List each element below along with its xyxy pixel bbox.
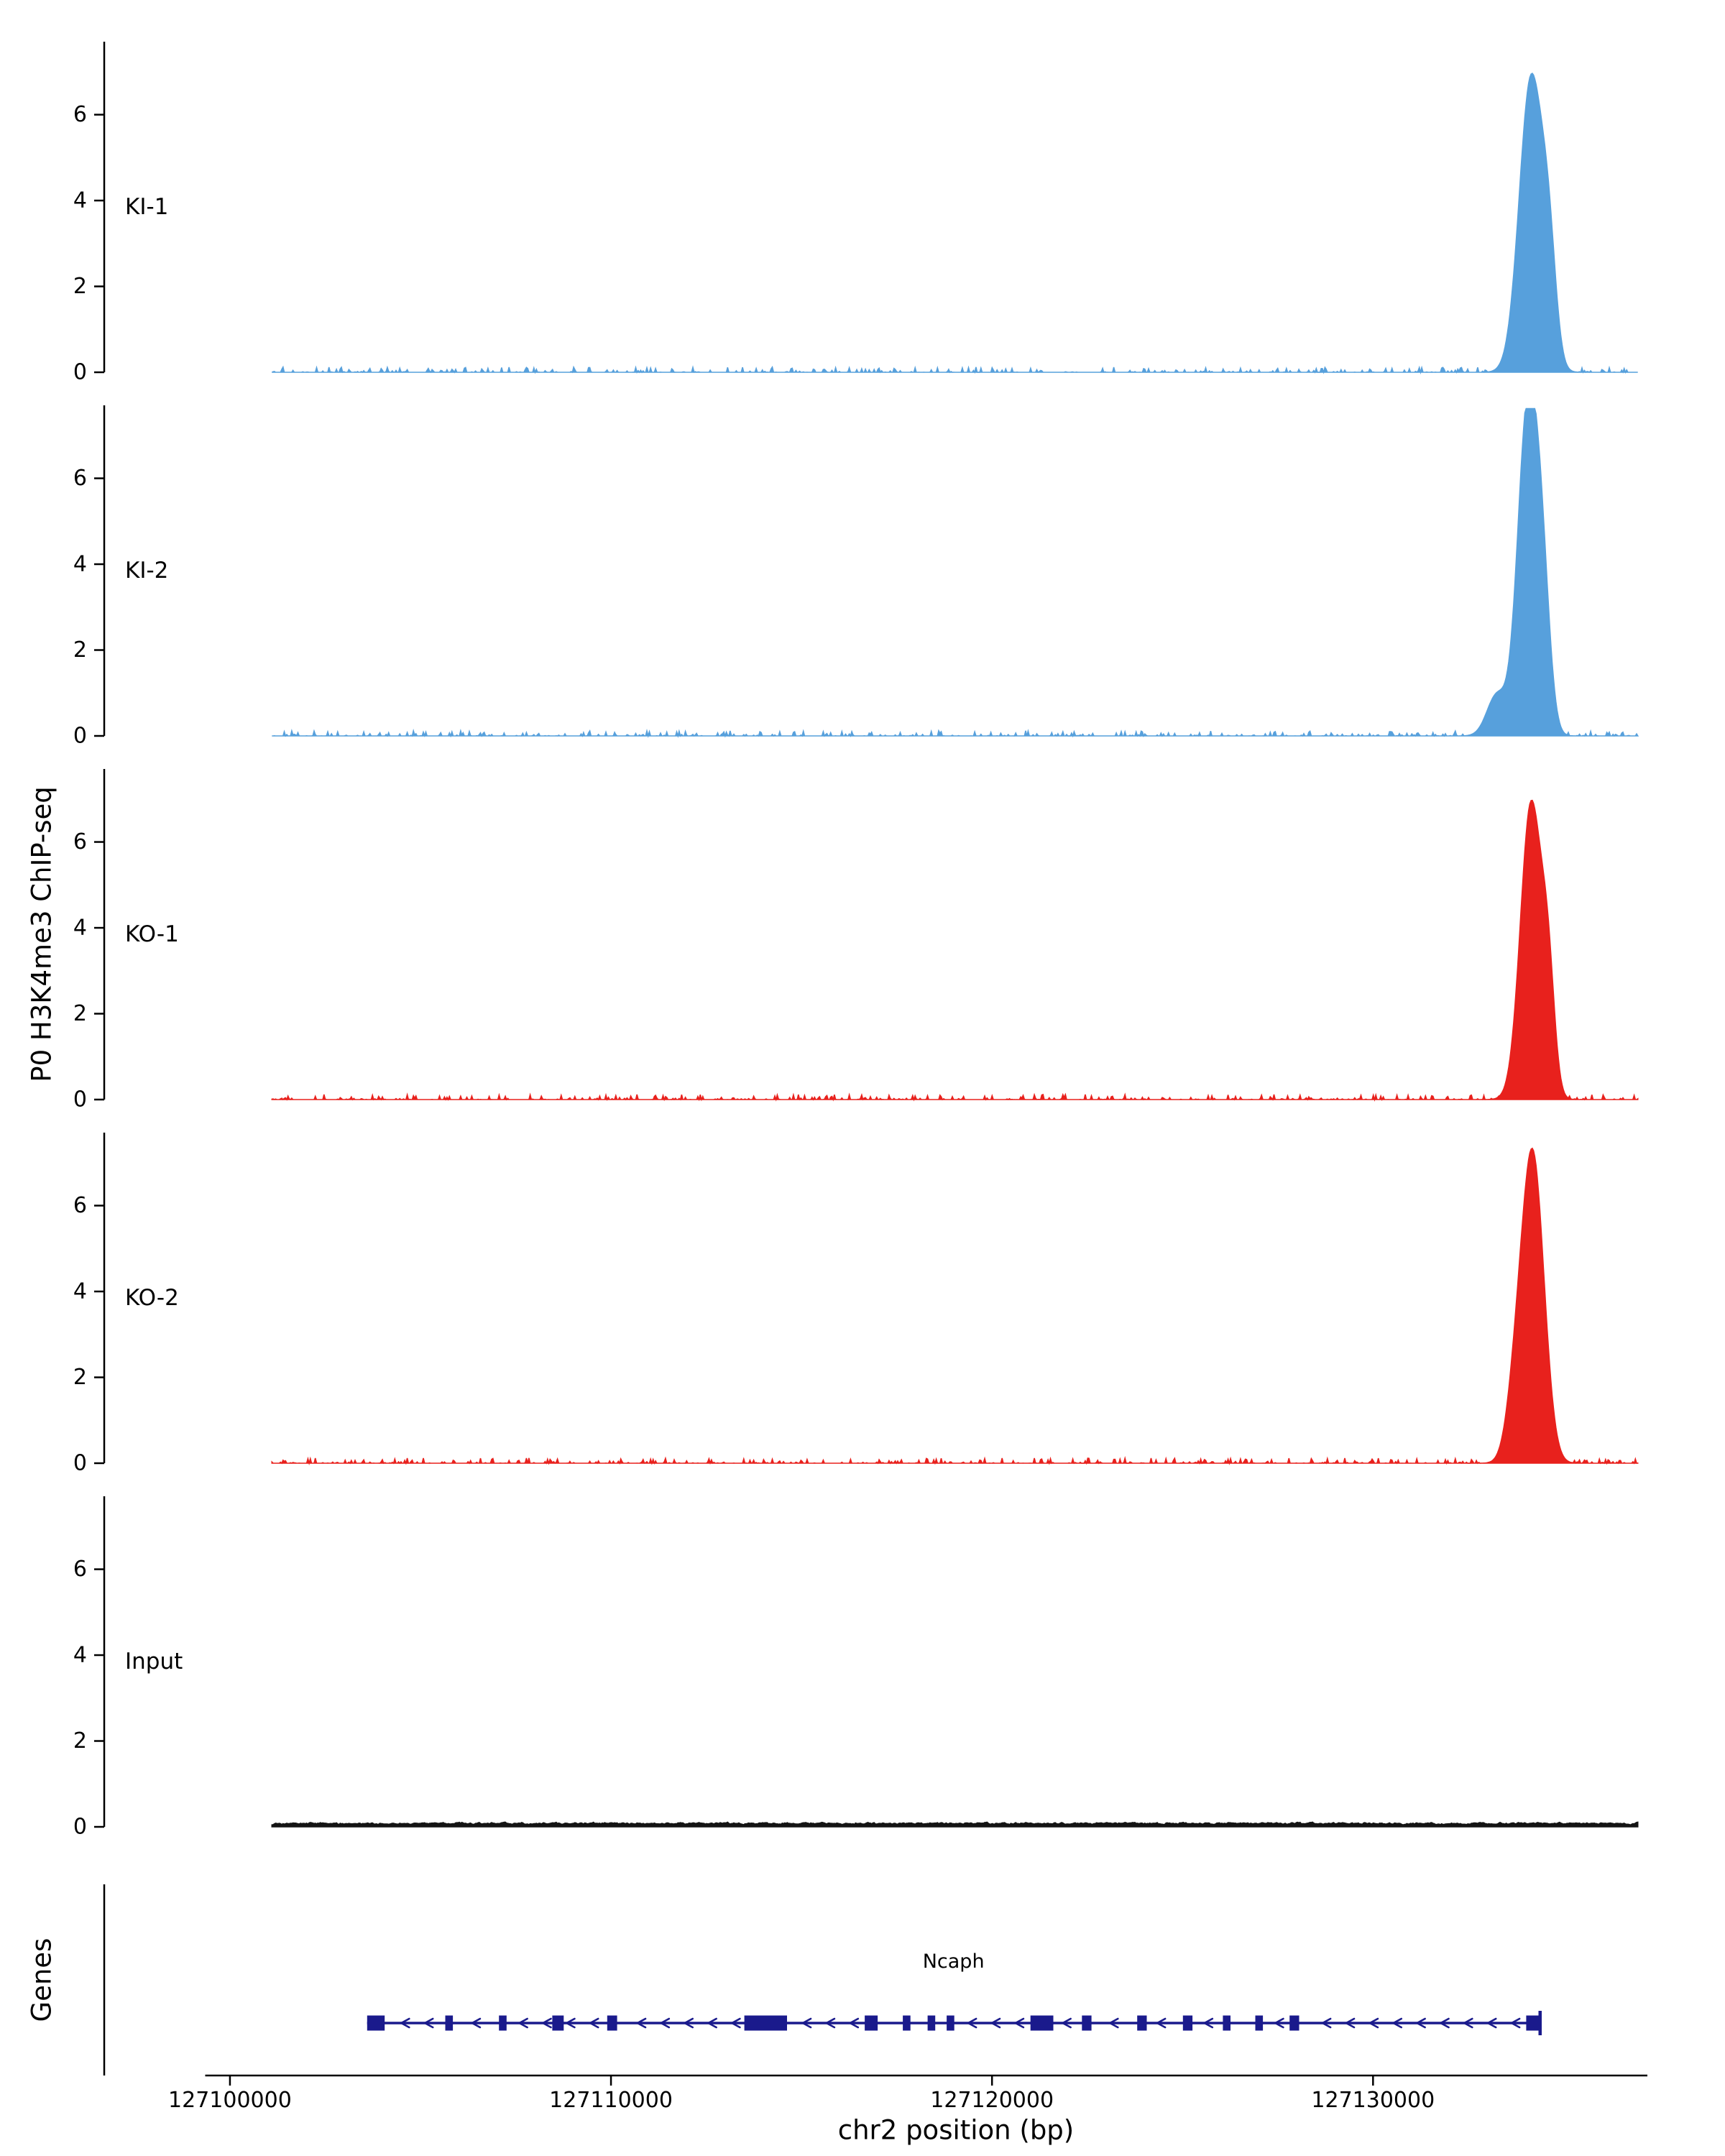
track-panel-input: 0 2 4 6 Input xyxy=(73,1496,1639,1840)
y-tick-label: 0 xyxy=(73,1087,87,1112)
signal-area-ki-2 xyxy=(272,407,1639,739)
strand-arrow-icon xyxy=(400,2017,410,2029)
y-tick-label: 6 xyxy=(73,466,87,491)
y-tick-label: 0 xyxy=(73,360,87,385)
y-tick-label: 2 xyxy=(73,1365,87,1390)
signal-area-ko-1 xyxy=(271,799,1639,1102)
exon xyxy=(927,2015,936,2031)
strand-arrow-icon xyxy=(1345,2017,1356,2029)
x-axis-title: chr2 position (bp) xyxy=(837,2114,1075,2146)
x-axis: 127100000 127110000 127120000 127130000 xyxy=(168,2074,1647,2113)
exon xyxy=(1137,2015,1147,2031)
x-tick-label: 127100000 xyxy=(168,2088,292,2113)
exon xyxy=(1526,2015,1540,2031)
track-label-ko-1: KO-1 xyxy=(125,921,179,947)
y-tick-label: 4 xyxy=(73,1279,87,1304)
track-label-ko-2: KO-2 xyxy=(125,1285,179,1311)
exon xyxy=(607,2015,617,2031)
y-tick-label: 6 xyxy=(73,1557,87,1582)
strand-arrow-icon xyxy=(684,2017,694,2029)
strand-arrow-icon xyxy=(566,2017,576,2029)
y-tick-label: 6 xyxy=(73,829,87,854)
track-panel-ki-2: 0 2 4 6 KI-2 xyxy=(73,405,1639,749)
exon xyxy=(1289,2015,1300,2031)
strand-arrow-icon xyxy=(1274,2017,1284,2029)
strand-arrow-icon xyxy=(801,2017,812,2029)
y-tick-label: 6 xyxy=(73,102,87,127)
strand-arrow-icon xyxy=(849,2017,860,2029)
strand-arrow-icon xyxy=(967,2017,978,2029)
track-panel-ko-2: 0 2 4 6 KO-2 xyxy=(73,1133,1639,1476)
track-panel-ki-1: 0 2 4 6 KI-1 xyxy=(73,42,1638,385)
strand-arrow-icon xyxy=(825,2017,836,2029)
track-panel-ko-1: 0 2 4 6 KO-1 xyxy=(73,769,1639,1112)
x-tick-label: 127120000 xyxy=(930,2088,1054,2113)
y-tick-label: 2 xyxy=(73,637,87,663)
strand-arrow-icon xyxy=(1109,2017,1119,2029)
y-tick-label: 4 xyxy=(73,552,87,577)
strand-arrow-icon xyxy=(1203,2017,1214,2029)
track-label-ki-1: KI-1 xyxy=(125,194,168,220)
y-tick-label: 6 xyxy=(73,1193,87,1218)
y-tick-label: 4 xyxy=(73,916,87,941)
exon xyxy=(947,2015,954,2031)
strand-arrow-icon xyxy=(1156,2017,1167,2029)
x-tick-label: 127130000 xyxy=(1311,2088,1435,2113)
x-tick-label: 127110000 xyxy=(549,2088,673,2113)
exon xyxy=(552,2015,564,2031)
exon xyxy=(367,2015,385,2031)
strand-arrow-icon xyxy=(1440,2017,1450,2029)
strand-arrow-icon xyxy=(636,2017,647,2029)
exon xyxy=(744,2015,787,2031)
strand-arrow-icon xyxy=(542,2017,552,2029)
exon xyxy=(445,2015,454,2031)
strand-arrow-icon xyxy=(518,2017,528,2029)
signal-area-ko-2 xyxy=(271,1147,1639,1466)
y-tick-label: 4 xyxy=(73,1643,87,1668)
exon xyxy=(1223,2015,1230,2031)
gene-name-label: Ncaph xyxy=(923,1950,985,1973)
y-tick-label: 2 xyxy=(73,274,87,299)
strand-arrow-icon xyxy=(731,2017,741,2029)
y-tick-label: 0 xyxy=(73,1451,87,1476)
exon xyxy=(903,2015,911,2031)
y-tick-label: 2 xyxy=(73,1728,87,1754)
exon xyxy=(1182,2015,1193,2031)
strand-arrow-icon xyxy=(990,2017,1001,2029)
y-tick-label: 0 xyxy=(73,1815,87,1840)
exon xyxy=(1255,2015,1264,2031)
strand-arrow-icon xyxy=(660,2017,671,2029)
signal-area-input xyxy=(271,1821,1639,1828)
strand-arrow-icon xyxy=(1463,2017,1473,2029)
transcript-end-marker xyxy=(1538,2011,1542,2035)
exon xyxy=(865,2015,878,2031)
strand-arrow-icon xyxy=(1014,2017,1025,2029)
strand-arrow-icon xyxy=(1392,2017,1402,2029)
gene-panel: Ncaph xyxy=(103,1884,1542,2076)
strand-arrow-icon xyxy=(471,2017,482,2029)
strand-arrow-icon xyxy=(707,2017,717,2029)
y-tick-label: 4 xyxy=(73,188,87,213)
strand-arrow-icon xyxy=(1510,2017,1521,2029)
strand-arrow-icon xyxy=(1368,2017,1379,2029)
exon xyxy=(1082,2015,1092,2031)
y-tick-label: 0 xyxy=(73,724,87,749)
signal-area-ki-1 xyxy=(271,73,1638,375)
exon xyxy=(499,2015,507,2031)
track-label-input: Input xyxy=(125,1649,183,1674)
y-tick-label: 2 xyxy=(73,1001,87,1026)
exon xyxy=(1030,2015,1054,2031)
strand-arrow-icon xyxy=(1062,2017,1072,2029)
strand-arrow-icon xyxy=(1486,2017,1497,2029)
strand-arrow-icon xyxy=(1321,2017,1332,2029)
strand-arrow-icon xyxy=(423,2017,434,2029)
track-label-ki-2: KI-2 xyxy=(125,558,168,584)
strand-arrow-icon xyxy=(589,2017,599,2029)
strand-arrow-icon xyxy=(1416,2017,1426,2029)
